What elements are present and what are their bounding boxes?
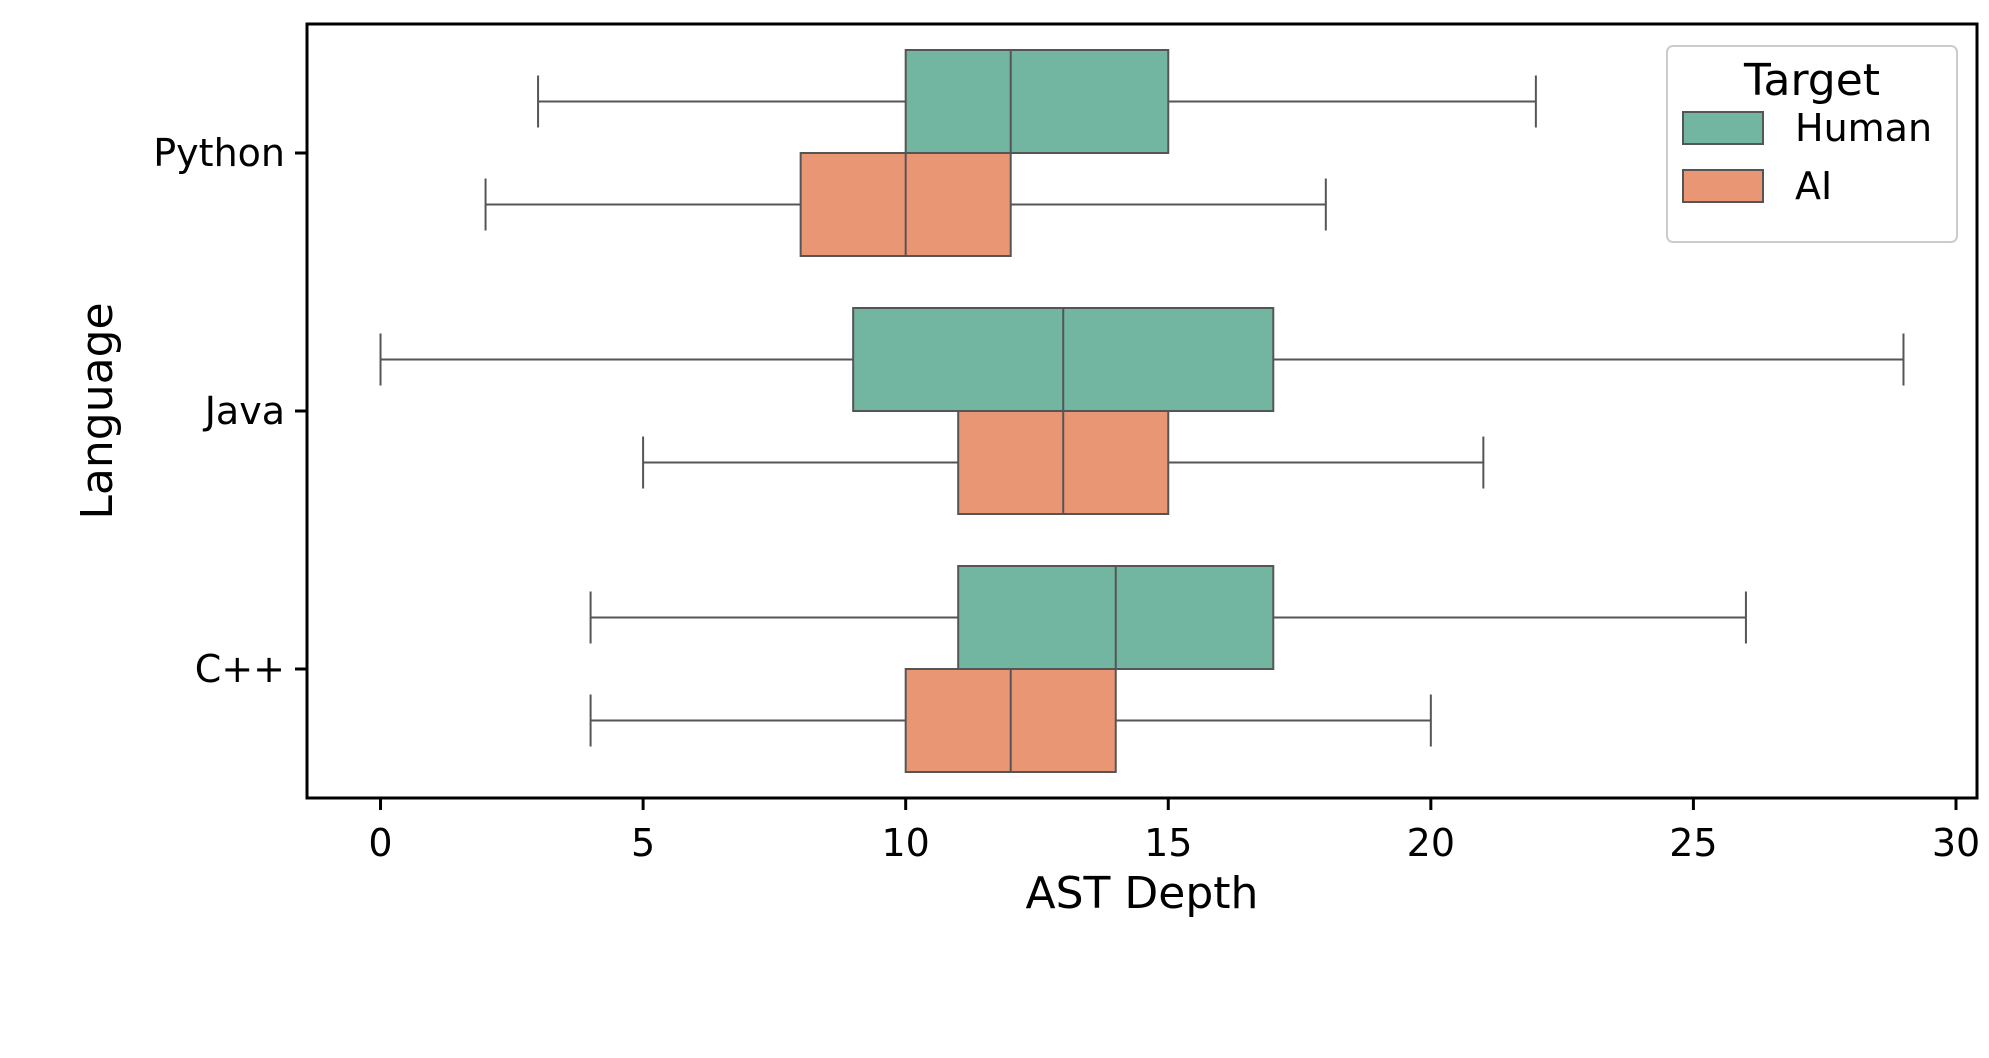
box-ai-cpp: [589, 668, 1432, 773]
x-tick-label: 0: [368, 821, 392, 865]
y-tick-label: C++: [195, 647, 285, 691]
box-layer: [379, 49, 1905, 773]
x-axis: 0 5 10 15 20 25 30: [368, 798, 1980, 865]
box-human-cpp: [589, 565, 1747, 670]
legend-swatch-human: [1682, 111, 1764, 145]
legend: Target Human AI: [1666, 45, 1958, 243]
x-tick-label: 5: [631, 821, 655, 865]
y-tick-label: Java: [203, 389, 285, 433]
y-axis: Python Java C++: [153, 131, 307, 691]
box-human-java: [379, 307, 1905, 412]
box-human-python: [537, 49, 1537, 154]
y-axis-label: Language: [72, 302, 123, 519]
box-iqr: [904, 49, 1170, 154]
legend-label-human: Human: [1795, 106, 1932, 150]
y-tick-label: Python: [153, 131, 285, 175]
legend-title: Target: [1743, 55, 1880, 106]
x-tick-label: 25: [1669, 821, 1717, 865]
x-tick-label: 20: [1407, 821, 1455, 865]
legend-label-ai: AI: [1795, 164, 1832, 208]
legend-entries: Human AI: [1682, 106, 1932, 208]
x-tick-label: 15: [1144, 821, 1192, 865]
x-axis-label: AST Depth: [1026, 868, 1259, 919]
box-ai-java: [642, 410, 1485, 515]
legend-swatch-ai: [1682, 169, 1764, 203]
x-tick-label: 10: [881, 821, 929, 865]
box-ai-python: [484, 152, 1327, 257]
x-tick-label: 30: [1932, 821, 1980, 865]
